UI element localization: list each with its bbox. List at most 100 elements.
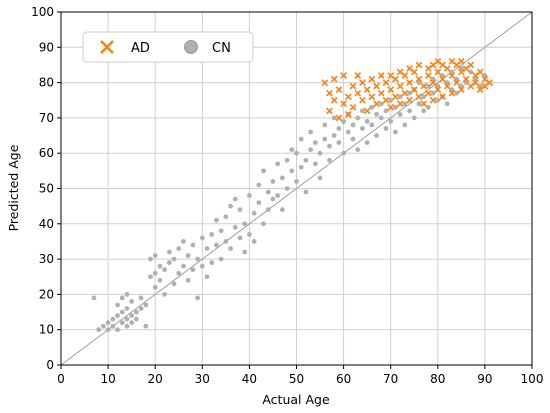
cn-point — [279, 207, 285, 213]
ad-point — [429, 61, 437, 69]
cn-point — [289, 147, 295, 153]
cn-point — [374, 133, 379, 138]
x-axis-label: Actual Age — [262, 392, 330, 407]
cn-point — [265, 207, 271, 213]
cn-point — [303, 157, 309, 163]
cn-point — [190, 242, 196, 248]
cn-point — [119, 320, 125, 326]
cn-point — [327, 143, 332, 149]
cn-point — [388, 119, 394, 124]
ad-point — [453, 79, 461, 86]
cn-point — [397, 111, 403, 117]
cn-point — [468, 69, 474, 75]
cn-point — [369, 104, 375, 110]
cn-point — [251, 239, 257, 244]
legend-cn-label: CN — [212, 41, 231, 56]
x-tick-label: 90 — [477, 372, 492, 386]
cn-point — [360, 126, 365, 131]
cn-point — [195, 295, 200, 301]
cn-point — [294, 179, 299, 184]
cn-point — [421, 94, 427, 100]
ad-point — [382, 79, 390, 86]
cn-point — [152, 284, 158, 290]
cn-point — [204, 246, 210, 251]
ad-point — [326, 107, 333, 115]
cn-point — [237, 207, 243, 213]
ad-point — [434, 86, 442, 94]
cn-point — [91, 295, 97, 301]
cn-point — [350, 136, 356, 142]
ad-point — [415, 61, 423, 69]
cn-point — [119, 295, 125, 301]
ad-point — [429, 79, 437, 86]
ad-point — [420, 82, 428, 90]
cn-point — [105, 327, 111, 333]
ad-point — [363, 107, 371, 115]
cn-point — [317, 175, 323, 181]
ad-point — [462, 65, 470, 72]
cn-point — [218, 256, 224, 262]
cn-point — [322, 122, 328, 128]
ad-point — [377, 89, 385, 97]
cn-point — [378, 101, 384, 107]
ad-point — [486, 79, 493, 86]
ad-point — [392, 75, 399, 83]
x-tick-label: 40 — [242, 372, 257, 386]
cn-point — [327, 157, 332, 163]
ad-point — [481, 82, 489, 90]
x-tick-label: 80 — [430, 372, 445, 386]
cn-point — [364, 119, 370, 124]
ad-point — [340, 100, 347, 108]
cn-point — [341, 119, 346, 124]
cn-point — [411, 115, 417, 121]
cn-point — [393, 104, 398, 110]
ad-point — [401, 72, 409, 79]
cn-point — [256, 200, 262, 206]
cn-point — [129, 299, 135, 304]
cn-point — [421, 108, 427, 114]
ad-point — [439, 61, 446, 69]
ad-point — [406, 65, 413, 72]
series-ad-points — [321, 58, 493, 122]
cn-point — [303, 189, 309, 195]
y-tick-label: 50 — [39, 182, 54, 196]
ad-point — [434, 58, 442, 65]
cn-point — [124, 306, 130, 311]
ad-point — [349, 82, 357, 90]
ad-point — [472, 79, 479, 86]
cn-point — [308, 147, 314, 153]
ad-point — [401, 89, 409, 97]
cn-point — [204, 274, 210, 280]
cn-point — [279, 175, 285, 181]
cn-point — [317, 150, 323, 156]
cn-point — [355, 147, 361, 153]
cn-point — [247, 193, 252, 198]
cn-point — [298, 136, 304, 142]
ad-point — [443, 82, 451, 90]
legend-cn-marker — [184, 40, 198, 54]
cn-point — [143, 302, 149, 308]
x-tick-label: 50 — [289, 372, 304, 386]
ad-point — [472, 72, 479, 79]
cn-point — [284, 186, 290, 191]
x-tick-label: 70 — [383, 372, 398, 386]
ad-point — [425, 72, 432, 79]
ad-point — [335, 114, 343, 122]
ad-point — [467, 61, 475, 69]
ad-point — [359, 96, 366, 104]
cn-point — [223, 239, 229, 244]
cn-point — [312, 140, 318, 146]
ad-point — [415, 93, 423, 101]
cn-point — [110, 323, 116, 329]
x-tick-label: 60 — [336, 372, 351, 386]
cn-point — [383, 108, 389, 114]
ad-point — [448, 72, 456, 79]
cn-point — [355, 115, 361, 121]
cn-point — [166, 260, 172, 266]
ad-point — [354, 72, 362, 79]
cn-point — [345, 129, 351, 135]
x-tick-label: 20 — [148, 372, 163, 386]
cn-point — [176, 270, 182, 276]
y-tick-label: 0 — [46, 358, 54, 372]
